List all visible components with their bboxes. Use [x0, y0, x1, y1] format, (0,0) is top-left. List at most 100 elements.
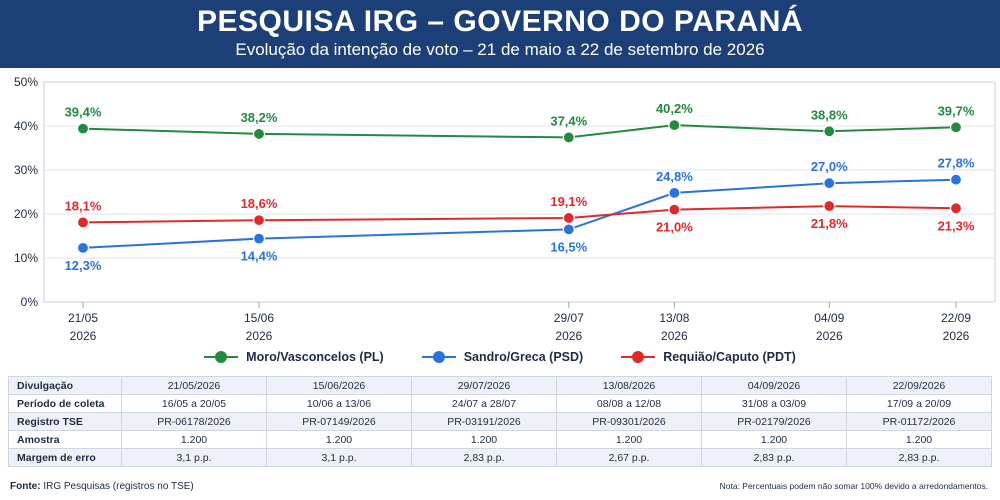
- data-label: 21,0%: [656, 220, 693, 235]
- data-label: 24,8%: [656, 169, 693, 184]
- table-row: Amostra 1.200 1.200 1.200 1.200 1.200 1.200: [8, 430, 992, 449]
- table-cell: 3,1 p.p.: [121, 448, 267, 467]
- table-cell: 2,67 p.p.: [556, 448, 702, 467]
- x-tick-label-year: 2026: [661, 329, 688, 343]
- legend-item: Sandro/Greca (PSD): [421, 350, 584, 364]
- legend-swatch-dot: [215, 351, 228, 363]
- data-point: [668, 203, 681, 216]
- data-point: [252, 127, 266, 141]
- data-label: 14,4%: [241, 249, 278, 264]
- table-cell: 31/08 a 03/09: [701, 394, 847, 413]
- data-point: [949, 202, 963, 215]
- data-point: [949, 173, 963, 186]
- table-cell: PR-02179/2026: [701, 412, 847, 431]
- legend-label: Moro/Vasconcelos (PL): [246, 350, 384, 364]
- table-cell: PR-03191/2026: [411, 412, 557, 431]
- legend-swatch: [204, 351, 239, 363]
- data-point: [76, 241, 90, 254]
- table-cell: 3,1 p.p.: [266, 448, 412, 467]
- table-cell: 29/07/2026: [411, 376, 557, 395]
- data-point: [562, 223, 575, 236]
- plot-frame: [43, 81, 996, 303]
- data-label: 37,4%: [550, 113, 587, 128]
- page-subtitle: Evolução da intenção de voto – 21 de mai…: [235, 40, 765, 59]
- table-cell: 21/05/2026: [121, 376, 267, 395]
- table-cell: 1.200: [556, 430, 702, 449]
- table-row: Registro TSE PR-06178/2026 PR-07149/2026 PR…: [8, 412, 992, 431]
- page-title: PESQUISA IRG – GOVERNO DO PARANÁ: [196, 5, 804, 38]
- series-line: [82, 178, 957, 249]
- table-cell: 24/07 a 28/07: [411, 394, 557, 413]
- data-point: [252, 232, 266, 245]
- row-label: Divulgação: [8, 376, 122, 395]
- table-cell: PR-07149/2026: [266, 412, 412, 431]
- data-point: [823, 199, 836, 213]
- table-cell: 15/06/2026: [266, 376, 412, 395]
- data-point: [668, 186, 681, 199]
- data-label: 39,4%: [65, 105, 102, 120]
- table-cell: PR-01172/2026: [846, 412, 992, 431]
- table-cell: 1.200: [701, 430, 847, 449]
- x-tick-label: 29/07: [554, 311, 584, 325]
- data-label: 38,2%: [241, 110, 278, 125]
- data-label: 40,2%: [656, 101, 693, 116]
- x-tick-label: 21/05: [68, 311, 98, 325]
- legend-item: Moro/Vasconcelos (PL): [204, 350, 384, 364]
- x-tick-label: 13/08: [659, 311, 689, 325]
- data-point: [668, 119, 681, 132]
- table-cell: 1.200: [846, 430, 992, 449]
- row-label: Período de coleta: [8, 394, 122, 413]
- y-tick-label: 30%: [14, 163, 38, 177]
- table-cell: 2,83 p.p.: [701, 448, 847, 467]
- legend-label: Requião/Caputo (PDT): [663, 350, 796, 364]
- x-tick-label-year: 2026: [70, 329, 97, 343]
- data-label: 18,1%: [65, 198, 102, 213]
- y-tick-label: 40%: [14, 119, 38, 133]
- data-label: 12,3%: [65, 258, 102, 273]
- data-label: 19,1%: [550, 194, 587, 209]
- row-label: Registro TSE: [8, 412, 122, 431]
- x-tick-label-year: 2026: [555, 329, 582, 343]
- chart-legend: Moro/Vasconcelos (PL) Sandro/Greca (PSD) R…: [0, 350, 1000, 364]
- data-point: [76, 216, 90, 229]
- data-label: 38,8%: [811, 107, 848, 122]
- data-label: 21,3%: [938, 218, 975, 233]
- table-cell: 22/09/2026: [846, 376, 992, 395]
- source-text: IRG Pesquisas (registros no TSE): [40, 481, 194, 492]
- line-chart: 0% 10% 20% 30% 40% 50% 21/05 2026 15/06 2026 29/07…: [14, 75, 996, 343]
- table-cell: 1.200: [266, 430, 412, 449]
- legend-swatch: [621, 351, 656, 363]
- x-tick-label: 15/06: [244, 311, 274, 325]
- survey-info-table: Divulgação 21/05/2026 15/06/2026 29/07/2026…: [8, 376, 992, 467]
- table-cell: 13/08/2026: [556, 376, 702, 395]
- table-row: Divulgação 21/05/2026 15/06/2026 29/07/2026…: [8, 376, 992, 395]
- legend-swatch-dot: [632, 351, 645, 363]
- legend-item: Requião/Caputo (PDT): [621, 350, 796, 364]
- header-banner: PESQUISA IRG – GOVERNO DO PARANÁ Evoluçã…: [0, 0, 1000, 68]
- legend-label: Sandro/Greca (PSD): [463, 350, 584, 364]
- x-tick-label: 22/09: [941, 311, 971, 325]
- table-cell: 10/06 a 13/06: [266, 394, 412, 413]
- table-row: Período de coleta 16/05 a 20/05 10/06 a 13…: [8, 394, 992, 413]
- data-point: [252, 214, 266, 227]
- data-point: [562, 131, 575, 144]
- table-row: Margem de erro 3,1 p.p. 3,1 p.p. 2,83 p.p. 2…: [8, 448, 992, 467]
- row-label: Margem de erro: [8, 448, 122, 467]
- y-tick-label: 50%: [14, 75, 38, 89]
- data-label: 21,8%: [811, 216, 848, 231]
- table-cell: 2,83 p.p.: [846, 448, 992, 467]
- data-label: 16,5%: [550, 239, 587, 254]
- table-cell: 1.200: [121, 430, 267, 449]
- data-label: 18,6%: [241, 196, 278, 211]
- data-point: [949, 121, 963, 134]
- legend-swatch: [421, 351, 456, 363]
- y-tick-label: 10%: [14, 251, 38, 265]
- y-tick-label: 20%: [14, 207, 38, 221]
- series-line: [82, 124, 957, 139]
- data-point: [562, 211, 575, 225]
- table-cell: 2,83 p.p.: [411, 448, 557, 467]
- data-point: [76, 122, 90, 135]
- data-label: 27,0%: [811, 159, 848, 174]
- table-cell: 17/09 a 20/09: [846, 394, 992, 413]
- table-cell: PR-09301/2026: [556, 412, 702, 431]
